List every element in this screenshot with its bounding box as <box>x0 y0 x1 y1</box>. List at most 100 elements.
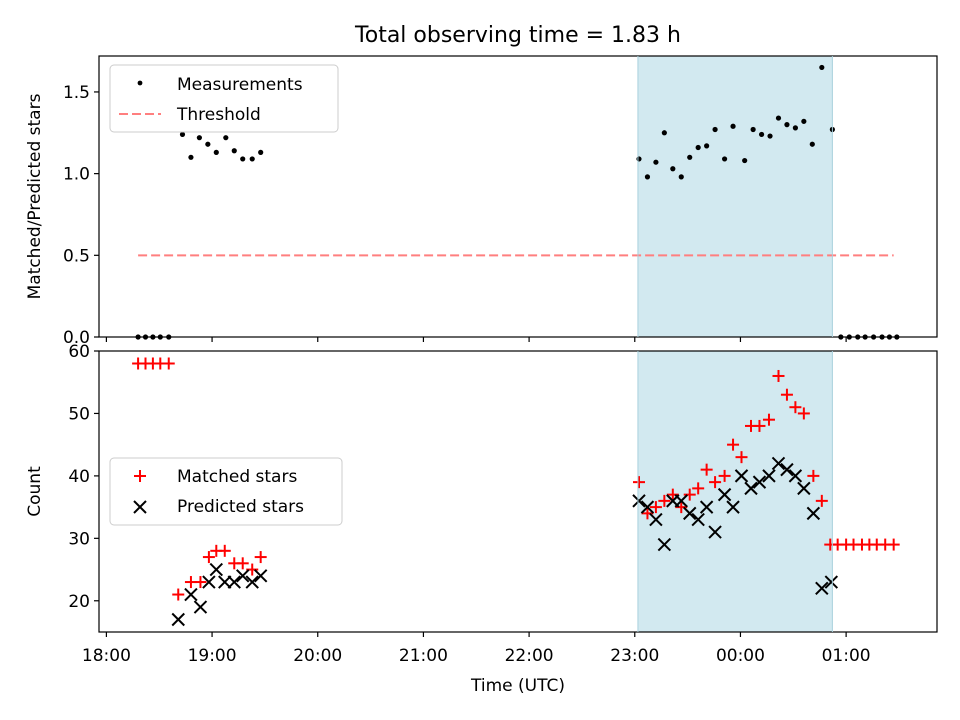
predicted-star-point <box>171 612 185 627</box>
predicted-star-point <box>780 462 794 477</box>
legend-matched-marker <box>134 470 146 482</box>
matched-star-point <box>202 551 215 564</box>
matched-star-point <box>700 463 713 476</box>
count-y-axis-label: Count <box>25 466 45 517</box>
count-legend-box <box>109 457 343 526</box>
matched-star-point <box>780 388 793 401</box>
legend-measurements-marker <box>137 80 143 86</box>
measurement-point <box>767 133 773 139</box>
matched-star-point <box>709 476 722 489</box>
x-tick-label: 23:00 <box>610 646 659 666</box>
predicted-star-point <box>744 481 758 496</box>
measurement-point <box>721 156 728 162</box>
measurement-point <box>775 115 782 121</box>
y-tick-label: 50 <box>68 404 90 424</box>
predicted-star-point <box>708 525 722 539</box>
matched-star-point <box>218 544 231 557</box>
y-tick-label: 0.0 <box>63 328 90 348</box>
figure-title: Total observing time = 1.83 h <box>354 23 681 48</box>
measurement-point <box>730 123 736 129</box>
predicted-star-point <box>699 500 714 514</box>
predicted-star-point <box>253 569 268 583</box>
predicted-star-point <box>788 469 803 483</box>
predicted-star-point <box>771 456 786 471</box>
count-shaded-span <box>637 351 833 632</box>
matched-star-point <box>789 401 802 414</box>
x-tick-label: 20:00 <box>293 646 342 666</box>
matched-star-point <box>815 494 828 507</box>
measurement-point <box>801 118 807 124</box>
ratio-x-axis <box>105 337 847 342</box>
count-panel: 20 30 40 50 60 18:00 19:00 20:00 21:00 22:00 23:0… <box>25 342 938 666</box>
matched-star-point <box>649 501 662 514</box>
predicted-star-point <box>815 581 829 595</box>
matched-star-point <box>718 469 731 482</box>
predicted-star-point <box>824 575 839 589</box>
matched-star-point <box>772 369 785 382</box>
measurement-point <box>742 157 748 164</box>
matched-star-point <box>797 407 810 420</box>
legend-predicted-label: Predicted stars <box>177 497 304 517</box>
matched-star-point <box>254 551 267 564</box>
matched-star-point <box>753 419 766 432</box>
measurement-point <box>661 130 667 136</box>
measurement-point <box>179 131 186 138</box>
predicted-star-point <box>674 494 688 508</box>
predicted-star-point <box>691 512 705 527</box>
ratio-shaded-span <box>637 56 833 337</box>
measurement-point <box>819 64 825 71</box>
matched-star-point <box>194 576 207 589</box>
matched-star-point <box>735 451 748 464</box>
legend-predicted-marker <box>133 500 147 514</box>
matched-star-point <box>807 469 820 482</box>
legend-matched-label: Matched stars <box>177 467 297 487</box>
matched-star-point <box>236 557 249 570</box>
x-axis-label: Time (UTC) <box>470 676 565 696</box>
measurement-point <box>653 159 659 165</box>
measurement-point <box>792 125 798 131</box>
predicted-star-point <box>683 506 697 521</box>
predicted-star-point <box>734 469 749 483</box>
predicted-star-point <box>649 512 663 527</box>
measurement-point <box>678 174 684 180</box>
predicted-star-point <box>245 575 259 589</box>
measurement-point <box>223 135 229 141</box>
matched-star-point <box>887 538 900 551</box>
legend-measurements-label: Measurements <box>177 75 303 95</box>
ratio-panel: 0.0 0.5 1.0 1.5 Matched/Predicted stars Mea… <box>25 55 938 348</box>
count-x-axis: 18:00 19:00 20:00 21:00 22:00 23:00 00:00 01:00 <box>82 632 871 666</box>
measurement-point <box>704 143 710 149</box>
ratio-y-axis: 0.0 0.5 1.0 1.5 <box>63 83 99 348</box>
predicted-star-point <box>762 469 776 483</box>
predicted-star-point <box>797 481 811 496</box>
ratio-plot-frame <box>98 55 938 338</box>
predicted-star-point <box>209 562 224 577</box>
predicted-star-point <box>657 537 672 552</box>
y-tick-label: 1.5 <box>63 83 90 103</box>
measurement-point <box>188 154 194 160</box>
x-tick-label: 01:00 <box>822 646 871 666</box>
matched-star-point <box>172 588 185 601</box>
y-tick-label: 1.0 <box>63 165 90 185</box>
matched-star-point <box>632 476 645 489</box>
x-tick-label: 22:00 <box>505 646 554 666</box>
measurement-point <box>809 141 815 147</box>
predicted-star-point <box>806 506 821 521</box>
y-tick-label: 60 <box>68 342 90 362</box>
predicted-star-point <box>218 575 232 589</box>
matched-star-point <box>683 488 696 501</box>
predicted-star-point <box>632 494 646 508</box>
measurement-point <box>231 148 237 154</box>
x-tick-label: 00:00 <box>716 646 765 666</box>
y-tick-label: 40 <box>68 467 90 487</box>
predicted-star-point <box>726 500 740 514</box>
measurement-point <box>644 174 651 180</box>
predicted-star-point <box>193 600 208 614</box>
count-y-axis: 20 30 40 50 60 <box>68 342 99 612</box>
measurement-point <box>758 131 765 138</box>
matched-star-point <box>762 413 775 426</box>
predicted-star-point <box>752 475 767 489</box>
y-tick-label: 20 <box>68 592 90 612</box>
y-tick-label: 30 <box>68 529 90 549</box>
